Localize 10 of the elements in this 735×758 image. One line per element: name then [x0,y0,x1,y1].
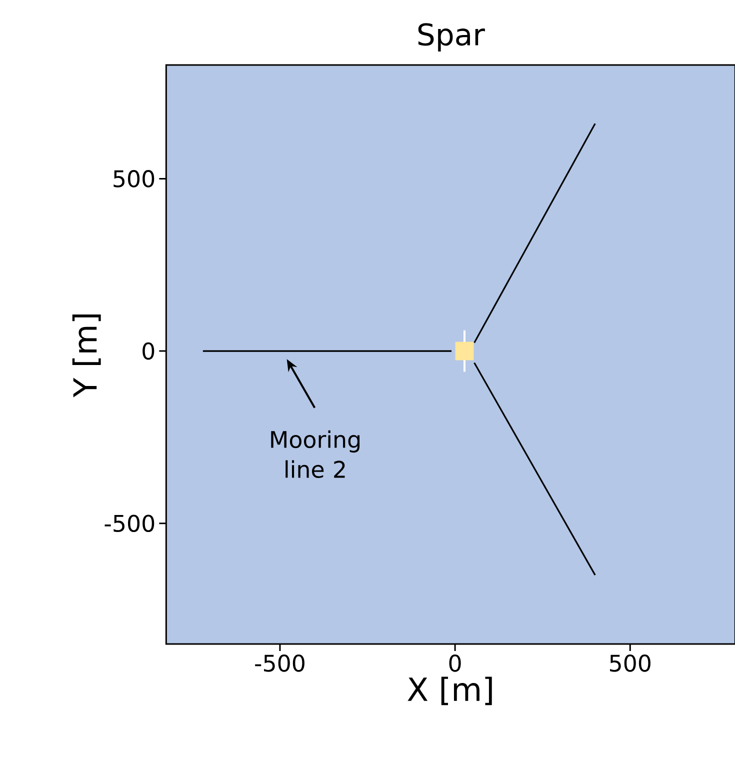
annotation: Mooring line 2 [271,430,360,478]
chart-title: Spar [418,23,485,52]
x-tick-label: 0 [449,654,461,672]
x-axis-title: X [m] [408,676,492,706]
x-tick-label: -500 [255,654,304,672]
x-tick-label: 500 [610,654,650,672]
y-tick-label: -500 [104,514,154,532]
y-axis-title: Y [m] [72,314,101,398]
y-tick-label: 0 [142,342,154,360]
y-tick-label: 500 [114,170,154,188]
